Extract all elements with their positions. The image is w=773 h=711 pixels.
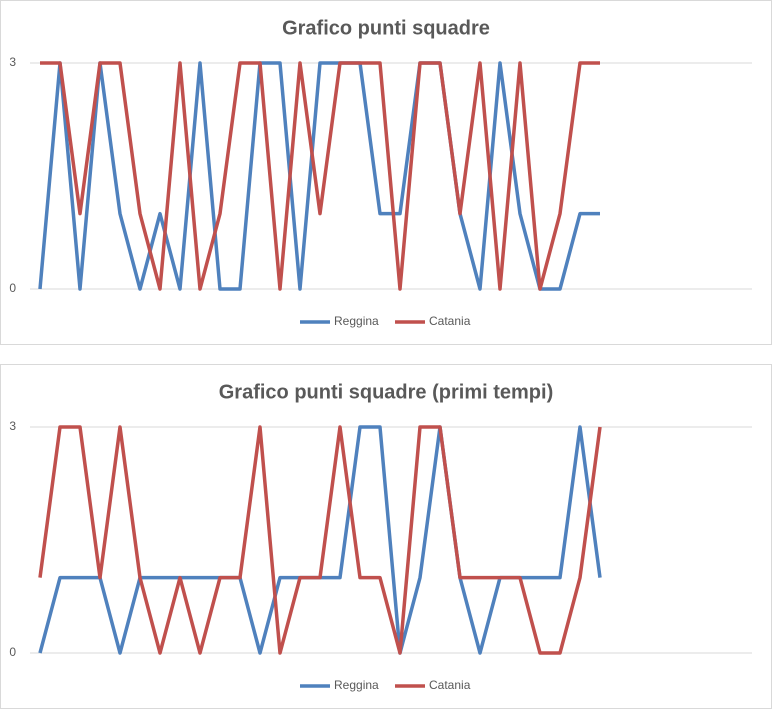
legend-label: Reggina [334, 678, 379, 692]
series-line [40, 61, 600, 291]
chart-frame [0, 0, 772, 345]
y-tick-label: 3 [9, 419, 16, 433]
y-tick-label: 3 [9, 55, 16, 69]
y-tick-label: 0 [9, 645, 16, 659]
y-tick-label: 0 [9, 281, 16, 295]
legend-label: Reggina [334, 314, 379, 328]
legend-label: Catania [429, 314, 471, 328]
series-line [38, 61, 600, 291]
legend-label: Catania [429, 678, 471, 692]
series-line [38, 425, 602, 655]
chart-title: Grafico punti squadre (primi tempi) [219, 381, 553, 403]
chart-frame [0, 364, 772, 709]
chart-title: Grafico punti squadre [282, 17, 490, 39]
